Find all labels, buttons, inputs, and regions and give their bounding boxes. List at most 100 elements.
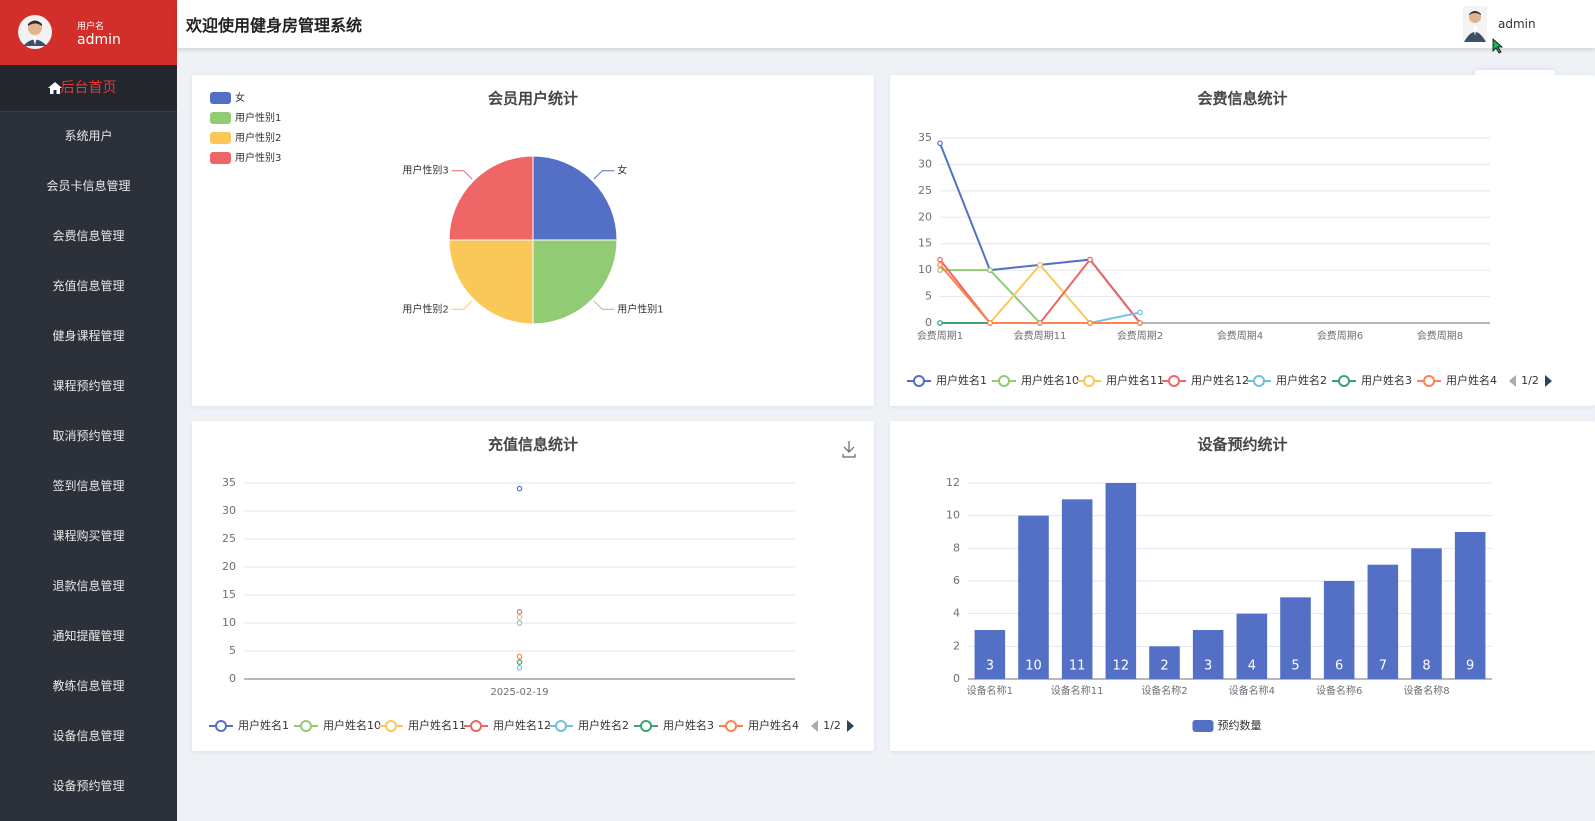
data-label: 12 — [1113, 659, 1130, 674]
bar — [1454, 532, 1486, 679]
data-label: 7 — [1379, 659, 1387, 674]
menu-item[interactable]: 后台首页 — [0, 65, 177, 112]
y-tick-label: 5 — [925, 290, 932, 303]
menu-item[interactable]: 课程预约管理 — [52, 379, 125, 393]
menu-item[interactable]: 健身课程管理 — [52, 329, 125, 343]
chart-title: 设备预约统计 — [1197, 436, 1287, 454]
menu-item[interactable]: 取消预约管理 — [52, 429, 125, 443]
legend-label[interactable]: 用户姓名3 — [663, 718, 714, 732]
user-label: 用户名 — [77, 22, 105, 32]
legend-icon — [210, 112, 231, 124]
legend-prev[interactable] — [811, 720, 818, 732]
legend-label[interactable]: 用户性别2 — [235, 131, 281, 144]
menu-item[interactable]: 会费信息管理 — [52, 229, 125, 243]
menu-item[interactable]: 设备信息管理 — [52, 729, 125, 743]
point — [937, 267, 943, 273]
pie-label: 用户性别2 — [402, 302, 448, 315]
data-label: 11 — [1069, 659, 1086, 674]
data-label: 6 — [1335, 659, 1343, 674]
y-tick-label: 30 — [918, 157, 932, 170]
y-tick-label: 0 — [925, 316, 932, 329]
legend-next[interactable] — [847, 720, 854, 732]
legend-label[interactable]: 用户性别1 — [235, 111, 281, 124]
point — [516, 665, 523, 671]
download-icon[interactable] — [842, 441, 856, 458]
legend-icon — [210, 92, 231, 104]
point — [1087, 320, 1093, 326]
menu-item[interactable]: 退款信息管理 — [52, 579, 125, 593]
legend-label[interactable]: 用户姓名10 — [1021, 373, 1079, 387]
legend-label[interactable]: 用户姓名12 — [493, 718, 551, 732]
legend-label[interactable]: 用户姓名12 — [1191, 373, 1249, 387]
point — [1037, 320, 1043, 326]
legend-label[interactable]: 用户姓名2 — [578, 718, 629, 732]
legend-next[interactable] — [1545, 375, 1552, 387]
legend-label[interactable]: 用户姓名10 — [323, 718, 381, 732]
point — [516, 659, 523, 666]
legend-label[interactable]: 用户姓名11 — [408, 718, 466, 732]
y-tick-label: 12 — [946, 476, 960, 489]
legend-icon — [725, 720, 737, 732]
y-tick-label: 25 — [918, 184, 932, 197]
chart: 会费信息统计 0 5 10 15 20 25 30 35 会费周期1 会费周期11 会费周期2 会费周期… — [907, 90, 1552, 387]
legend-label[interactable]: 用户姓名4 — [1446, 373, 1497, 387]
legend-label[interactable]: 女 — [235, 91, 245, 104]
legend-page: 1/2 — [1521, 374, 1539, 387]
sidebar: 用户名 admin 后台首页 系统用户 会员卡信息管理 会费信息管理 充值信息管理 健身课… — [0, 0, 177, 821]
bar — [1367, 564, 1399, 679]
point — [937, 256, 943, 263]
legend-label[interactable]: 用户姓名3 — [1361, 373, 1412, 387]
line — [939, 264, 1140, 324]
point — [937, 140, 943, 147]
legend-icon — [385, 720, 397, 732]
legend-label[interactable]: 用户姓名1 — [936, 373, 987, 387]
header-username[interactable]: admin — [1498, 17, 1536, 31]
x-tick-label: 设备名称2 — [1141, 684, 1187, 697]
menu-item[interactable]: 教练信息管理 — [52, 679, 125, 693]
point — [516, 609, 523, 615]
bar — [1061, 499, 1093, 679]
data-label: 3 — [1204, 659, 1212, 674]
menu-item[interactable]: 会员卡信息管理 — [46, 179, 131, 193]
y-tick-label: 10 — [946, 509, 960, 522]
legend-label[interactable]: 用户性别3 — [235, 151, 281, 164]
x-tick-label: 设备名称1 — [967, 684, 1013, 697]
legend-label[interactable]: 用户姓名4 — [748, 718, 799, 732]
legend-prev[interactable] — [1509, 375, 1516, 387]
menu-item[interactable]: 设备预约管理 — [52, 779, 125, 793]
y-tick-label: 30 — [222, 504, 236, 517]
legend-label[interactable]: 预约数量 — [1218, 719, 1262, 732]
label-line — [593, 300, 615, 310]
menu-item[interactable]: 签到信息管理 — [52, 479, 125, 493]
chart-title: 会员用户统计 — [488, 90, 578, 108]
legend-label[interactable]: 用户姓名1 — [238, 718, 289, 732]
bar — [1411, 548, 1442, 679]
legend-icon — [1423, 375, 1435, 387]
cursor — [1492, 38, 1504, 54]
y-tick-label: 15 — [222, 588, 236, 601]
bar — [1323, 581, 1355, 679]
legend-icon — [215, 720, 227, 732]
point — [937, 320, 943, 326]
menu-item[interactable]: 通知提醒管理 — [52, 629, 125, 643]
pie-label: 女 — [617, 164, 627, 177]
line — [939, 257, 1141, 324]
menu-item[interactable]: 充值信息管理 — [52, 279, 125, 293]
point — [1037, 262, 1043, 268]
legend-icon — [210, 132, 231, 144]
point — [516, 653, 523, 660]
legend-label[interactable]: 用户姓名11 — [1106, 373, 1164, 387]
data-label: 2 — [1160, 659, 1168, 674]
menu-item[interactable]: 系统用户 — [64, 129, 113, 143]
chart-title: 充值信息统计 — [488, 436, 578, 454]
legend-label[interactable]: 用户姓名2 — [1276, 373, 1327, 387]
y-tick-label: 0 — [229, 672, 236, 685]
data-label: 8 — [1422, 659, 1430, 674]
x-tick-label: 设备名称6 — [1316, 684, 1362, 697]
header-avatar[interactable] — [1463, 6, 1487, 42]
menu-item[interactable]: 课程购买管理 — [52, 529, 125, 543]
y-tick-label: 15 — [918, 237, 932, 250]
pie-label: 用户性别3 — [402, 164, 448, 177]
bar — [1149, 646, 1180, 679]
data-label: 9 — [1466, 659, 1474, 674]
